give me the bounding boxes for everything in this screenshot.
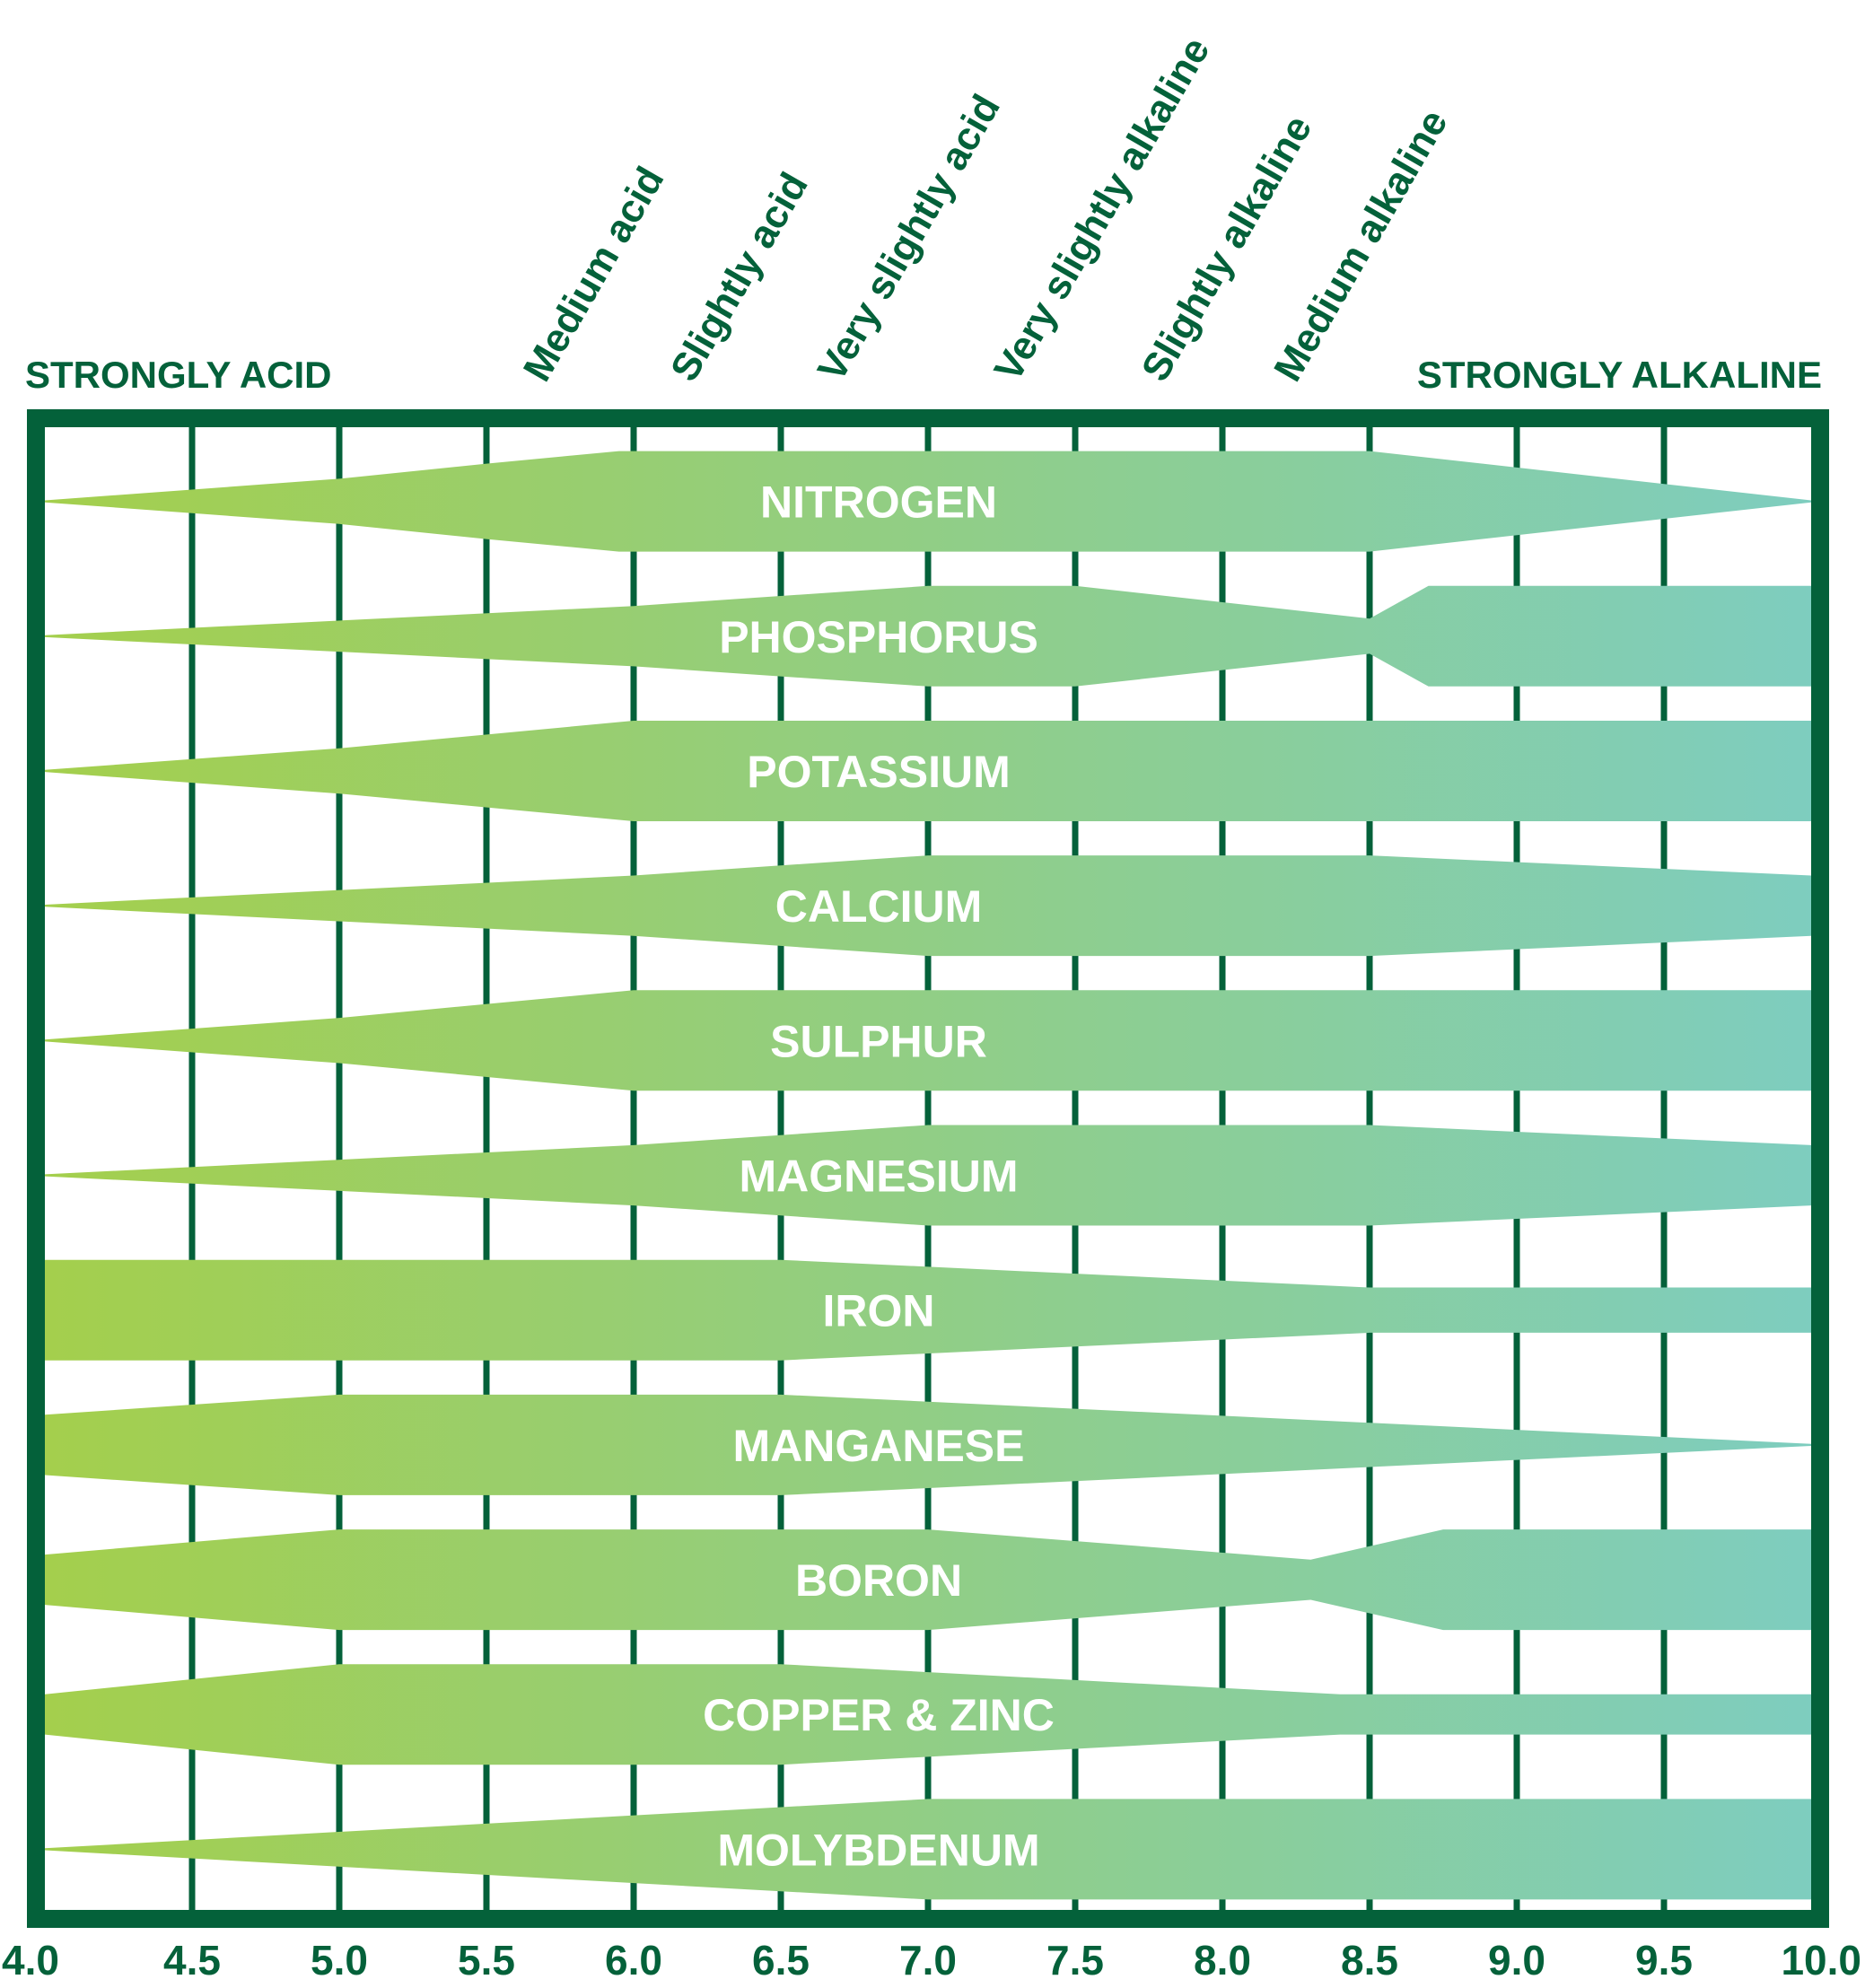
band-magnesium xyxy=(45,1125,1811,1226)
zone-label-strongly-acid: STRONGLY ACID xyxy=(25,354,332,396)
chart-frame xyxy=(27,409,1829,1928)
tick-label-8.0: 8.0 xyxy=(1194,1937,1251,1984)
band-nitrogen xyxy=(45,451,1811,552)
tick-label-4.5: 4.5 xyxy=(163,1937,221,1984)
band-molybdenum xyxy=(45,1799,1811,1900)
tick-label-5.5: 5.5 xyxy=(458,1937,515,1984)
band-label-potassium: POTASSIUM xyxy=(747,747,1011,797)
tick-label-10.0: 10.0 xyxy=(1781,1937,1861,1984)
tick-label-7.5: 7.5 xyxy=(1046,1937,1104,1984)
band-label-sulphur: SULPHUR xyxy=(770,1016,987,1066)
tick-label-7.0: 7.0 xyxy=(899,1937,957,1984)
band-boron xyxy=(45,1529,1811,1631)
zone-labels: STRONGLY ACID STRONGLY ALKALINE Medium a… xyxy=(25,31,1822,396)
band-potassium xyxy=(45,721,1811,821)
band-label-molybdenum: MOLYBDENUM xyxy=(717,1825,1039,1875)
zone-label-slightly-acid: Slightly acid xyxy=(662,165,817,389)
band-manganese xyxy=(45,1394,1811,1495)
band-iron xyxy=(45,1259,1811,1361)
zone-label-medium-acid: Medium acid xyxy=(515,160,673,389)
zone-label-strongly-alkaline: STRONGLY ALKALINE xyxy=(1417,354,1822,396)
tick-label-5.0: 5.0 xyxy=(311,1937,368,1984)
band-label-calcium: CALCIUM xyxy=(775,881,983,932)
nutrient-bands xyxy=(45,451,1811,1900)
tick-label-8.5: 8.5 xyxy=(1341,1937,1398,1984)
band-calcium xyxy=(45,855,1811,957)
band-label-nitrogen: NITROGEN xyxy=(760,477,997,528)
band-label-phosphorus: PHOSPHORUS xyxy=(719,612,1038,662)
band-phosphorus xyxy=(45,585,1811,687)
band-copper-zinc xyxy=(45,1664,1811,1765)
band-labels: NITROGEN PHOSPHORUS POTASSIUM CALCIUM SULPHU… xyxy=(703,477,1055,1876)
tick-label-9.0: 9.0 xyxy=(1488,1937,1545,1984)
band-label-manganese: MANGANESE xyxy=(732,1421,1024,1471)
band-label-magnesium: MAGNESIUM xyxy=(739,1152,1018,1202)
band-label-copper-zinc: COPPER & ZINC xyxy=(703,1690,1055,1740)
zone-label-very-slightly-acid: Very slightly acid xyxy=(810,87,1009,389)
tick-label-9.5: 9.5 xyxy=(1635,1937,1693,1984)
band-sulphur xyxy=(45,990,1811,1091)
tick-label-4.0: 4.0 xyxy=(2,1937,59,1984)
tick-label-6.5: 6.5 xyxy=(752,1937,810,1984)
band-label-boron: BORON xyxy=(795,1555,962,1606)
band-label-iron: IRON xyxy=(823,1286,935,1336)
x-axis-ticks: 4.0 4.5 5.0 5.5 6.0 6.5 7.0 7.5 8.0 8.5 9.0 9.5 10.0 xyxy=(2,1937,1861,1984)
tick-label-6.0: 6.0 xyxy=(605,1937,662,1984)
